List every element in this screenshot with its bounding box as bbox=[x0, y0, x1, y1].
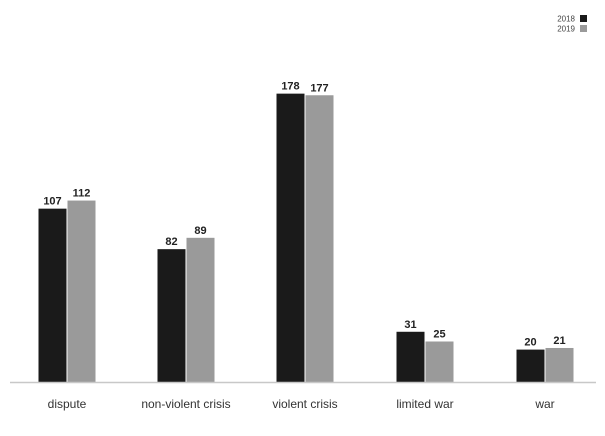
bar-violent-crisis-2018 bbox=[276, 93, 305, 382]
bar-dispute-2019 bbox=[67, 200, 96, 382]
bar-war-2019 bbox=[545, 347, 574, 382]
legend-swatch-2018 bbox=[580, 15, 587, 22]
data-labels-group: 107 112 82 89 178 177 31 25 20 21 bbox=[43, 81, 565, 349]
data-label-non-violent-crisis-2018: 82 bbox=[165, 236, 177, 248]
bar-limited-war-2019 bbox=[425, 341, 454, 382]
data-label-non-violent-crisis-2019: 89 bbox=[194, 225, 206, 237]
x-tick-label-violent-crisis: violent crisis bbox=[272, 397, 337, 411]
data-label-violent-crisis-2018: 178 bbox=[281, 81, 299, 93]
x-tick-label-dispute: dispute bbox=[48, 397, 87, 411]
bar-non-violent-crisis-2019 bbox=[186, 237, 215, 382]
legend-label-2019: 2019 bbox=[557, 25, 575, 34]
bar-dispute-2018 bbox=[38, 208, 67, 382]
data-label-dispute-2018: 107 bbox=[43, 196, 61, 208]
x-tick-label-war: war bbox=[534, 397, 554, 411]
x-tick-label-non-violent-crisis: non-violent crisis bbox=[141, 397, 230, 411]
bar-non-violent-crisis-2018 bbox=[157, 249, 186, 382]
data-label-war-2018: 20 bbox=[524, 337, 536, 349]
bar-limited-war-2018 bbox=[396, 331, 425, 382]
data-label-limited-war-2019: 25 bbox=[433, 329, 445, 341]
data-label-war-2019: 21 bbox=[553, 335, 565, 347]
x-tick-label-limited-war: limited war bbox=[396, 397, 453, 411]
data-label-dispute-2019: 112 bbox=[73, 188, 91, 200]
bar-war-2018 bbox=[516, 349, 545, 382]
bar-violent-crisis-2019 bbox=[305, 95, 334, 382]
data-label-limited-war-2018: 31 bbox=[404, 319, 416, 331]
legend-label-2018: 2018 bbox=[557, 15, 575, 24]
bars-group bbox=[38, 93, 574, 382]
data-label-violent-crisis-2019: 177 bbox=[310, 82, 328, 94]
legend-swatch-2019 bbox=[580, 25, 587, 32]
x-tick-labels-group: dispute non-violent crisis violent crisis l… bbox=[48, 397, 555, 411]
